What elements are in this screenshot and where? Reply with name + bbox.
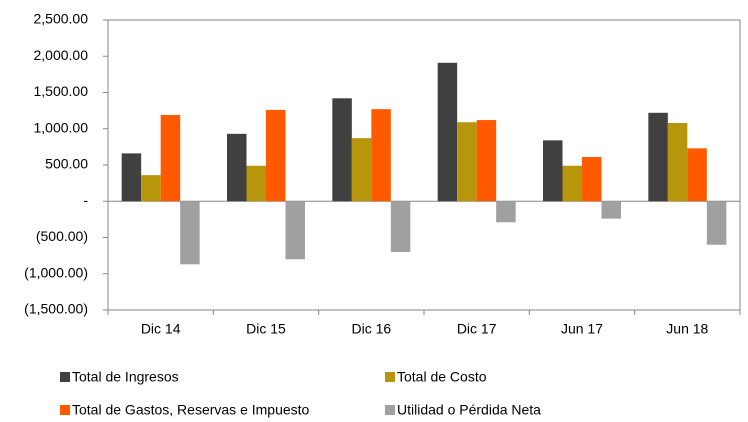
y-tick-label: - bbox=[83, 192, 88, 208]
bar bbox=[227, 133, 247, 202]
bar bbox=[601, 201, 621, 219]
bar bbox=[141, 175, 161, 202]
bar bbox=[246, 165, 266, 202]
bar bbox=[121, 153, 142, 202]
y-tick-label: 2,500.00 bbox=[34, 11, 89, 27]
y-tick-label: (500.00) bbox=[36, 228, 88, 244]
bar bbox=[285, 201, 305, 260]
legend-label: Total de Gastos, Reservas e Impuesto bbox=[72, 402, 310, 418]
x-tick-label: Jun 18 bbox=[666, 321, 708, 337]
legend-label: Utilidad o Pérdida Neta bbox=[397, 402, 541, 418]
legend-label: Total de Costo bbox=[397, 369, 487, 385]
bar bbox=[160, 114, 181, 202]
bar bbox=[390, 201, 411, 252]
x-tick-label: Dic 15 bbox=[246, 321, 286, 337]
bar bbox=[371, 109, 391, 202]
y-tick-label: 2,000.00 bbox=[34, 47, 89, 63]
bar bbox=[496, 201, 516, 223]
y-tick-label: 1,500.00 bbox=[34, 83, 89, 99]
bar bbox=[180, 201, 200, 265]
bar bbox=[706, 201, 727, 245]
bar bbox=[266, 109, 286, 202]
legend-swatch bbox=[60, 405, 70, 415]
y-tick-label: 1,000.00 bbox=[34, 119, 89, 135]
bar bbox=[543, 140, 563, 202]
bar bbox=[332, 98, 352, 202]
bar bbox=[476, 120, 497, 202]
y-tick-label: (1,000.00) bbox=[24, 264, 88, 280]
bar bbox=[437, 62, 458, 202]
bar bbox=[648, 112, 668, 202]
bar bbox=[562, 165, 582, 202]
bar bbox=[687, 148, 707, 202]
legend-swatch bbox=[385, 405, 395, 415]
bar bbox=[351, 138, 372, 202]
bar bbox=[667, 122, 688, 202]
legend-swatch bbox=[60, 372, 70, 382]
legend-swatch bbox=[385, 372, 395, 382]
plot-frame bbox=[107, 19, 741, 311]
y-tick-label: (1,500.00) bbox=[24, 301, 88, 317]
bar bbox=[582, 157, 602, 202]
legend-label: Total de Ingresos bbox=[72, 369, 179, 385]
y-tick-label: 500.00 bbox=[45, 156, 88, 172]
x-tick-label: Dic 14 bbox=[141, 321, 181, 337]
x-tick-label: Jun 17 bbox=[561, 321, 603, 337]
x-tick-label: Dic 17 bbox=[457, 321, 497, 337]
x-tick-label: Dic 16 bbox=[351, 321, 391, 337]
bar bbox=[457, 122, 477, 202]
